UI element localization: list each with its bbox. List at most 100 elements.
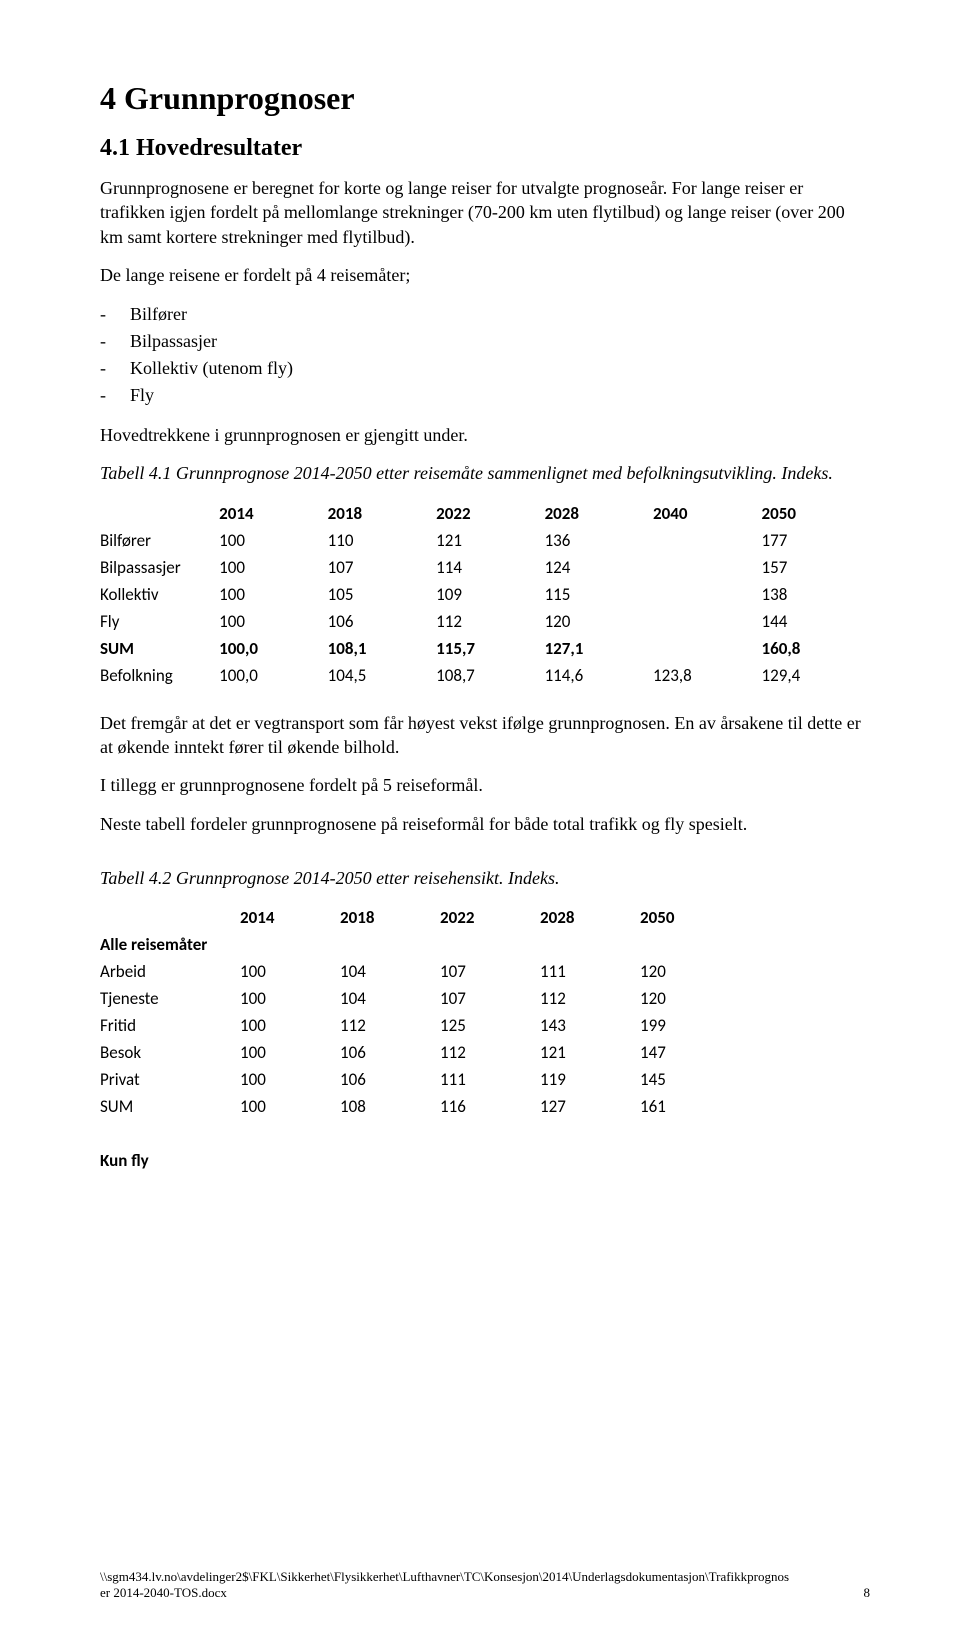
header-cell: 2018 [328,500,436,527]
cell: 127,1 [545,635,653,662]
document-page: 4 Grunnprognoser 4.1 Hovedresultater Gru… [0,0,960,1631]
cell: 115,7 [436,635,544,662]
header-cell: 2028 [540,904,640,931]
row-label: Fly [100,608,219,635]
table-reisemate: 2014 2018 2022 2028 2040 2050 Bilfører10… [100,500,870,689]
cell: 112 [340,1012,440,1039]
row-label: Bilfører [100,527,219,554]
row-label: Tjeneste [100,985,240,1012]
paragraph: I tillegg er grunnprognosene fordelt på … [100,773,870,797]
table-row: Besok100106112121147 [100,1039,740,1066]
cell: 143 [540,1012,640,1039]
cell: 124 [545,554,653,581]
cell: 161 [640,1093,740,1120]
paragraph: Hovedtrekkene i grunnprognosen er gjengi… [100,423,870,447]
cell: 129,4 [762,662,871,689]
cell: 106 [328,608,436,635]
row-label: SUM [100,635,219,662]
table-row: Kollektiv100105109115138 [100,581,870,608]
row-label: Privat [100,1066,240,1093]
table-row: Arbeid100104107111120 [100,958,740,985]
cell: 106 [340,1039,440,1066]
chapter-heading: 4 Grunnprognoser [100,80,870,117]
table-caption: Tabell 4.1 Grunnprognose 2014-2050 etter… [100,461,870,485]
header-cell: 2050 [762,500,871,527]
cell: 115 [545,581,653,608]
table-row: Privat100106111119145 [100,1066,740,1093]
cell: 100 [240,1039,340,1066]
header-cell: 2014 [240,904,340,931]
cell: 100 [240,1066,340,1093]
cell: 114,6 [545,662,653,689]
cell: 111 [540,958,640,985]
header-cell: 2022 [436,500,544,527]
cell [653,581,761,608]
table-row: SUM100,0108,1115,7127,1160,8 [100,635,870,662]
cell: 100,0 [219,635,327,662]
cell: 138 [762,581,871,608]
cell: 109 [436,581,544,608]
list-item: Bilpassasjer [130,328,870,355]
cell: 106 [340,1066,440,1093]
cell: 104 [340,985,440,1012]
row-label: Arbeid [100,958,240,985]
cell: 112 [540,985,640,1012]
section-heading: 4.1 Hovedresultater [100,135,870,162]
table-caption: Tabell 4.2 Grunnprognose 2014-2050 etter… [100,866,870,890]
cell: 123,8 [653,662,761,689]
cell: 100 [219,554,327,581]
table-body: Bilfører100110121136177Bilpassasjer10010… [100,527,870,689]
cell: 121 [436,527,544,554]
header-cell: 2028 [545,500,653,527]
list-item: Kollektiv (utenom fly) [130,355,870,382]
cell: 110 [328,527,436,554]
cell: 100,0 [219,662,327,689]
paragraph: De lange reisene er fordelt på 4 reisemå… [100,263,870,287]
bullet-list: Bilfører Bilpassasjer Kollektiv (utenom … [100,301,870,409]
cell [653,554,761,581]
row-label: Besok [100,1039,240,1066]
table-row: Tjeneste100104107112120 [100,985,740,1012]
cell: 119 [540,1066,640,1093]
header-cell [100,904,240,931]
section-label-kunfly: Kun fly [100,1150,870,1171]
cell: 147 [640,1039,740,1066]
section-label: Alle reisemåter [100,931,740,958]
page-footer: \\sgm434.lv.no\avdelinger2$\FKL\Sikkerhe… [100,1569,870,1601]
paragraph: Neste tabell fordeler grunnprognosene på… [100,812,870,836]
cell [653,635,761,662]
header-cell: 2040 [653,500,761,527]
cell: 100 [219,581,327,608]
header-cell: 2018 [340,904,440,931]
list-item: Bilfører [130,301,870,328]
cell: 107 [440,985,540,1012]
row-label: Kollektiv [100,581,219,608]
cell: 136 [545,527,653,554]
table-reisehensikt: 2014 2018 2022 2028 2050 Alle reisemåter… [100,904,740,1120]
cell: 177 [762,527,871,554]
cell: 157 [762,554,871,581]
cell: 121 [540,1039,640,1066]
table-row: Bilfører100110121136 177 [100,527,870,554]
cell: 100 [219,608,327,635]
cell: 100 [219,527,327,554]
cell: 100 [240,985,340,1012]
row-label: SUM [100,1093,240,1120]
row-label: Fritid [100,1012,240,1039]
cell: 120 [640,958,740,985]
cell: 100 [240,1012,340,1039]
footer-path: \\sgm434.lv.no\avdelinger2$\FKL\Sikkerhe… [100,1569,870,1585]
cell: 104 [340,958,440,985]
header-cell: 2022 [440,904,540,931]
footer-page-number: 8 [864,1585,871,1601]
table-header-row: 2014 2018 2022 2028 2040 2050 [100,500,870,527]
cell: 199 [640,1012,740,1039]
table-row: Fly100106112120144 [100,608,870,635]
header-cell: 2050 [640,904,740,931]
list-item: Fly [130,382,870,409]
cell: 116 [440,1093,540,1120]
cell: 112 [436,608,544,635]
paragraph: Det fremgår at det er vegtransport som f… [100,711,870,760]
table-header-row: 2014 2018 2022 2028 2050 [100,904,740,931]
cell: 127 [540,1093,640,1120]
